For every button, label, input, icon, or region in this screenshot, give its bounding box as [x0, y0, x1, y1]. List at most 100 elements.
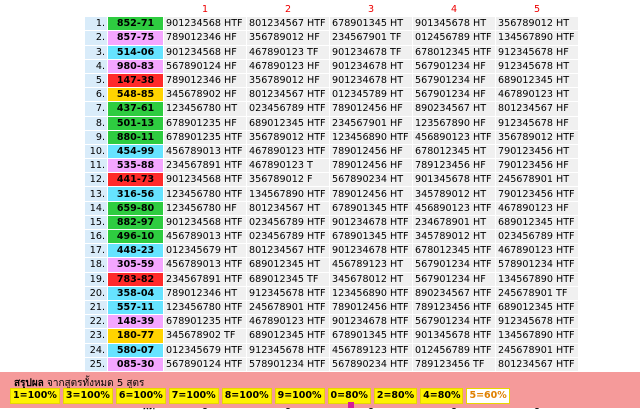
formula-cell: 456890123 HTF: [413, 201, 495, 215]
formula-cell: 901234568 HTF: [164, 173, 246, 187]
formula-cell: 790123456 HF: [496, 159, 578, 173]
table-row: 9. 880-11 678901235 HTF 356789012 HTF 123456…: [85, 130, 578, 144]
row-code: 448-23: [108, 244, 163, 258]
row-code: 454-99: [108, 144, 163, 159]
summary-item: 5=60%: [466, 388, 510, 404]
results-table: 1 2 3 4 5 1. 852-71 901234568 HTF 801234567 HTF 6…: [84, 2, 579, 414]
formula-cell: 023456789 HTF: [247, 230, 329, 244]
formula-cell: 678901345 HTF: [330, 201, 412, 215]
formula-cell: 567901234 HTF: [413, 258, 495, 272]
formula-cell: 456789013 HTF: [164, 230, 246, 244]
formula-cell: 567890124 HF: [164, 59, 246, 73]
row-number: 10.: [85, 144, 107, 159]
formula-cell: 245678901 HTF: [247, 300, 329, 315]
formula-cell: 467890123 TF: [247, 45, 329, 59]
formula-cell: 356789012 F: [247, 173, 329, 187]
formula-cell: 689012345 HTF: [247, 329, 329, 343]
row-code: 180-77: [108, 329, 163, 343]
formula-cell: 789012346 HF: [164, 31, 246, 45]
summary-item: 4=80%: [420, 388, 464, 404]
formula-cell: 901234568 HF: [164, 45, 246, 59]
column-header: 2: [284, 4, 292, 16]
formula-cell: 356789012 HTF: [496, 130, 578, 144]
summary-item: 7=100%: [168, 388, 219, 404]
formula-cell: 356789012 HF: [247, 73, 329, 88]
table-row: 5. 147-38 789012346 HF 356789012 HF 90123467…: [85, 73, 578, 88]
formula-cell: 345789012 HT: [413, 230, 495, 244]
formula-cell: 245678901 HT: [496, 173, 578, 187]
formula-cell: 678901345 HT: [330, 17, 412, 31]
table-row: 1. 852-71 901234568 HTF 801234567 HTF 678901…: [85, 17, 578, 31]
formula-cell: 912345678 HTF: [247, 286, 329, 300]
formula-cell: 678901235 HF: [164, 116, 246, 130]
formula-cell: 123456780 HTF: [164, 300, 246, 315]
formula-cell: 801234567 HTF: [247, 17, 329, 31]
formula-cell: 689012345 HTF: [247, 116, 329, 130]
formula-cell: 012345679 HT: [164, 244, 246, 258]
formula-cell: 023456789 HTF: [496, 230, 578, 244]
table-row: 21. 557-11 123456780 HTF 245678901 HTF 78901…: [85, 300, 578, 315]
formula-cell: 234567891 HTF: [164, 272, 246, 286]
row-code: 548-85: [108, 88, 163, 102]
row-number: 1.: [85, 17, 107, 31]
row-code: 085-30: [108, 357, 163, 371]
formula-cell: 456890123 HTF: [413, 130, 495, 144]
row-code: 659-80: [108, 201, 163, 215]
row-number: 5.: [85, 73, 107, 88]
formula-cell: 912345678 HT: [496, 59, 578, 73]
formula-cell: 123456890 HTF: [330, 130, 412, 144]
summary-title-bold: สรุปผล: [14, 378, 44, 389]
row-code: 580-07: [108, 343, 163, 357]
formula-cell: 345789012 HT: [413, 187, 495, 201]
formula-cell: 789012346 HF: [164, 73, 246, 88]
formula-cell: 789012456 HF: [330, 159, 412, 173]
table-row: 22. 148-39 678901235 HTF 467890123 HTF 90123…: [85, 315, 578, 329]
row-code: 514-06: [108, 45, 163, 59]
table-row: 11. 535-88 234567891 HTF 467890123 T 7890124…: [85, 159, 578, 173]
row-number: 22.: [85, 315, 107, 329]
table-row: 25. 085-30 567890124 HTF 578901234 HTF 56789…: [85, 357, 578, 371]
summary-item: 9=100%: [274, 388, 325, 404]
row-number: 4.: [85, 59, 107, 73]
table-row: 18. 305-59 456789013 HTF 689012345 HT 456789…: [85, 258, 578, 272]
header-blank: [85, 3, 107, 16]
formula-cell: 689012345 HTF: [496, 300, 578, 315]
table-row: 16. 496-10 456789013 HTF 023456789 HTF 67890…: [85, 230, 578, 244]
formula-cell: 467890123 T: [247, 159, 329, 173]
table-row: 19. 783-82 234567891 HTF 689012345 TF 345678…: [85, 272, 578, 286]
row-number: 24.: [85, 343, 107, 357]
header-blank: [108, 3, 163, 16]
formula-cell: 123567890 HF: [413, 116, 495, 130]
row-number: 15.: [85, 215, 107, 229]
table-row: 10. 454-99 456789013 HTF 467890123 HTF 78901…: [85, 144, 578, 159]
column-header: 1: [201, 4, 209, 16]
table-row: 3. 514-06 901234568 HF 467890123 TF 90123467…: [85, 45, 578, 59]
formula-cell: 801234567 HTF: [247, 244, 329, 258]
formula-cell: 123456780 HTF: [164, 187, 246, 201]
summary-item: 1=100%: [10, 388, 60, 404]
formula-cell: 467890123 HTF: [247, 315, 329, 329]
formula-cell: 689012345 HT: [496, 73, 578, 88]
table-row: 13. 316-56 123456780 HTF 134567890 HTF 78901…: [85, 187, 578, 201]
formula-cell: 023456789 HTF: [247, 102, 329, 116]
formula-cell: 234567891 HTF: [164, 159, 246, 173]
table-row: 17. 448-23 012345679 HT 801234567 HTF 901234…: [85, 244, 578, 258]
formula-cell: 678901235 HTF: [164, 130, 246, 144]
row-number: 2.: [85, 31, 107, 45]
row-code: 783-82: [108, 272, 163, 286]
summary-item: 2=80%: [373, 388, 418, 404]
formula-cell: 678901345 HTF: [330, 329, 412, 343]
row-code: 358-04: [108, 286, 163, 300]
formula-cell: 801234567 HF: [496, 102, 578, 116]
formula-cell: 012345679 HTF: [164, 343, 246, 357]
row-number: 9.: [85, 130, 107, 144]
row-code: 305-59: [108, 258, 163, 272]
formula-cell: 790123456 HTF: [496, 187, 578, 201]
table-row: 4. 980-83 567890124 HF 467890123 HF 90123467…: [85, 59, 578, 73]
table-row: 23. 180-77 345678902 TF 689012345 HTF 678901…: [85, 329, 578, 343]
row-number: 25.: [85, 357, 107, 371]
table-row: 12. 441-73 901234568 HTF 356789012 F 5678902…: [85, 173, 578, 187]
formula-cell: 023456789 HTF: [247, 215, 329, 229]
row-code: 852-71: [108, 17, 163, 31]
column-header: 3: [367, 4, 375, 16]
